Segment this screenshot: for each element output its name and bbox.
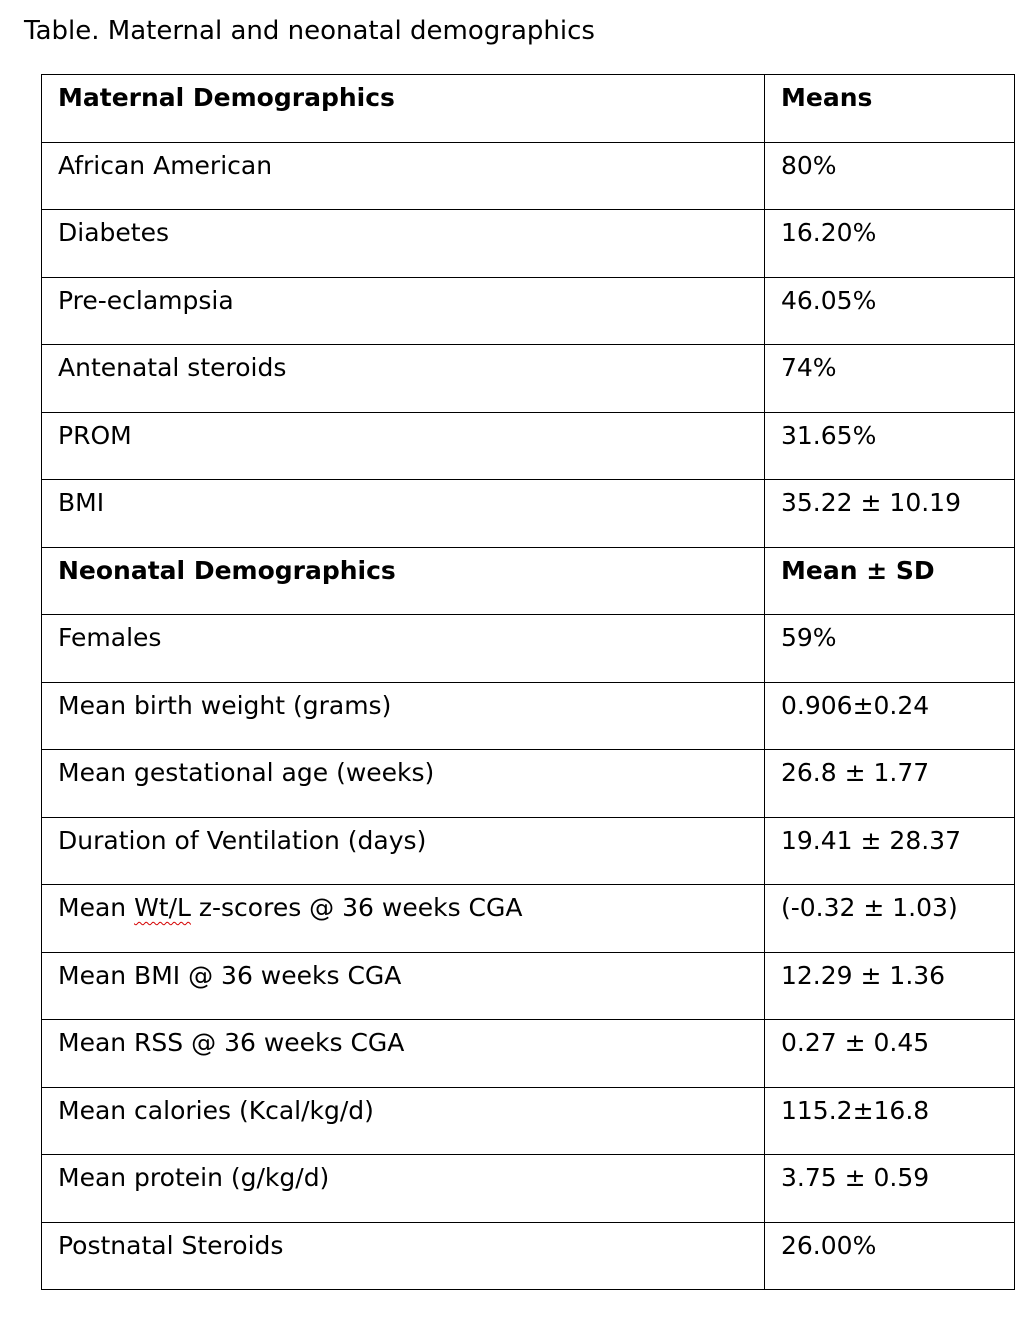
row-label: Mean BMI @ 36 weeks CGA [41,951,765,1020]
row-value: 19.41 ± 28.37 [764,816,1015,885]
row-value: 0.906±0.24 [764,681,1015,750]
row-label: Females [41,614,765,683]
table-row: Duration of Ventilation (days) 19.41 ± 2… [41,816,1015,885]
table-row: BMI 35.22 ± 10.19 [41,479,1015,548]
row-label: Antenatal steroids [41,344,765,413]
table-row: PROM 31.65% [41,411,1015,480]
table-row: Diabetes 16.20% [41,209,1015,278]
row-value: 12.29 ± 1.36 [764,951,1015,1020]
table-row: Mean calories (Kcal/kg/d) 115.2±16.8 [41,1086,1015,1155]
table-row: Mean birth weight (grams) 0.906±0.24 [41,681,1015,750]
table-row: Mean BMI @ 36 weeks CGA 12.29 ± 1.36 [41,951,1015,1020]
row-label: Postnatal Steroids [41,1221,765,1290]
row-value: 59% [764,614,1015,683]
table-row: Postnatal Steroids 26.00% [41,1221,1015,1290]
column-header-means: Means [764,74,1015,143]
row-value: 74% [764,344,1015,413]
row-label: African American [41,141,765,210]
table-row: Mean RSS @ 36 weeks CGA 0.27 ± 0.45 [41,1019,1015,1088]
row-value: 80% [764,141,1015,210]
row-value: 115.2±16.8 [764,1086,1015,1155]
row-value: 16.20% [764,209,1015,278]
demographics-table: Maternal Demographics Means African Amer… [41,74,1015,1290]
table-row: African American 80% [41,141,1015,210]
table-row: Antenatal steroids 74% [41,344,1015,413]
row-label-suffix: z-scores @ 36 weeks CGA [190,893,523,922]
row-value: 35.22 ± 10.19 [764,479,1015,548]
table-row: Mean Wt/L z-scores @ 36 weeks CGA (-0.32… [41,884,1015,953]
table-row-maternal-header: Maternal Demographics Means [41,74,1015,143]
row-value: 26.8 ± 1.77 [764,749,1015,818]
row-label: PROM [41,411,765,480]
row-label: Diabetes [41,209,765,278]
row-value: 0.27 ± 0.45 [764,1019,1015,1088]
row-value: (-0.32 ± 1.03) [764,884,1015,953]
row-label: Mean calories (Kcal/kg/d) [41,1086,765,1155]
row-value: 31.65% [764,411,1015,480]
table-caption: Table. Maternal and neonatal demographic… [24,16,595,46]
spellcheck-flagged-word: Wt/L [134,893,191,922]
table-row: Pre-eclampsia 46.05% [41,276,1015,345]
row-label-prefix: Mean [58,893,135,922]
row-label: Mean gestational age (weeks) [41,749,765,818]
row-label: BMI [41,479,765,548]
table-row: Females 59% [41,614,1015,683]
row-value: 3.75 ± 0.59 [764,1154,1015,1223]
row-label: Duration of Ventilation (days) [41,816,765,885]
row-label: Mean RSS @ 36 weeks CGA [41,1019,765,1088]
row-value: 46.05% [764,276,1015,345]
row-label: Mean protein (g/kg/d) [41,1154,765,1223]
row-label: Pre-eclampsia [41,276,765,345]
column-header-mean-sd: Mean ± SD [764,546,1015,615]
section-header-neonatal: Neonatal Demographics [41,546,765,615]
table-row: Mean protein (g/kg/d) 3.75 ± 0.59 [41,1154,1015,1223]
section-header-maternal: Maternal Demographics [41,74,765,143]
row-value: 26.00% [764,1221,1015,1290]
table-row: Mean gestational age (weeks) 26.8 ± 1.77 [41,749,1015,818]
table-row-neonatal-header: Neonatal Demographics Mean ± SD [41,546,1015,615]
row-label: Mean Wt/L z-scores @ 36 weeks CGA [41,884,765,953]
row-label: Mean birth weight (grams) [41,681,765,750]
